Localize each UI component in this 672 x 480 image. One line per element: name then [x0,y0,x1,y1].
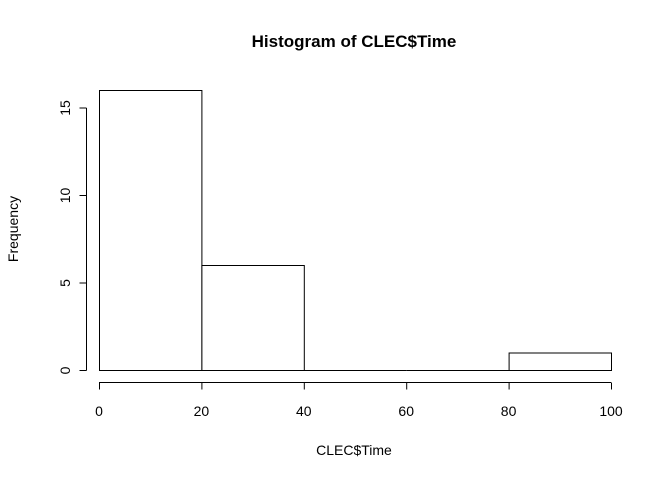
histogram-bar-4 [508,352,613,371]
histogram-bar-1 [201,265,305,371]
y-axis: 0 5 10 15 [57,100,87,374]
bars-group [99,90,613,371]
y-tick-label: 15 [57,100,73,116]
x-tick-label: 100 [599,403,623,419]
chart-title: Histogram of CLEC$Time [252,32,457,51]
y-tick-label: 5 [57,279,73,287]
x-tick-label: 60 [398,403,414,419]
histogram-bar-0 [99,90,203,371]
x-axis: 0 20 40 60 80 100 [95,382,623,419]
x-axis-label: CLEC$Time [316,442,392,458]
x-tick-label: 40 [296,403,312,419]
x-tick-label: 0 [95,403,103,419]
y-tick-label: 10 [57,188,73,204]
y-axis-label: Frequency [5,196,21,262]
x-tick-label: 80 [501,403,517,419]
x-tick-label: 20 [194,403,210,419]
y-tick-label: 0 [57,366,73,374]
